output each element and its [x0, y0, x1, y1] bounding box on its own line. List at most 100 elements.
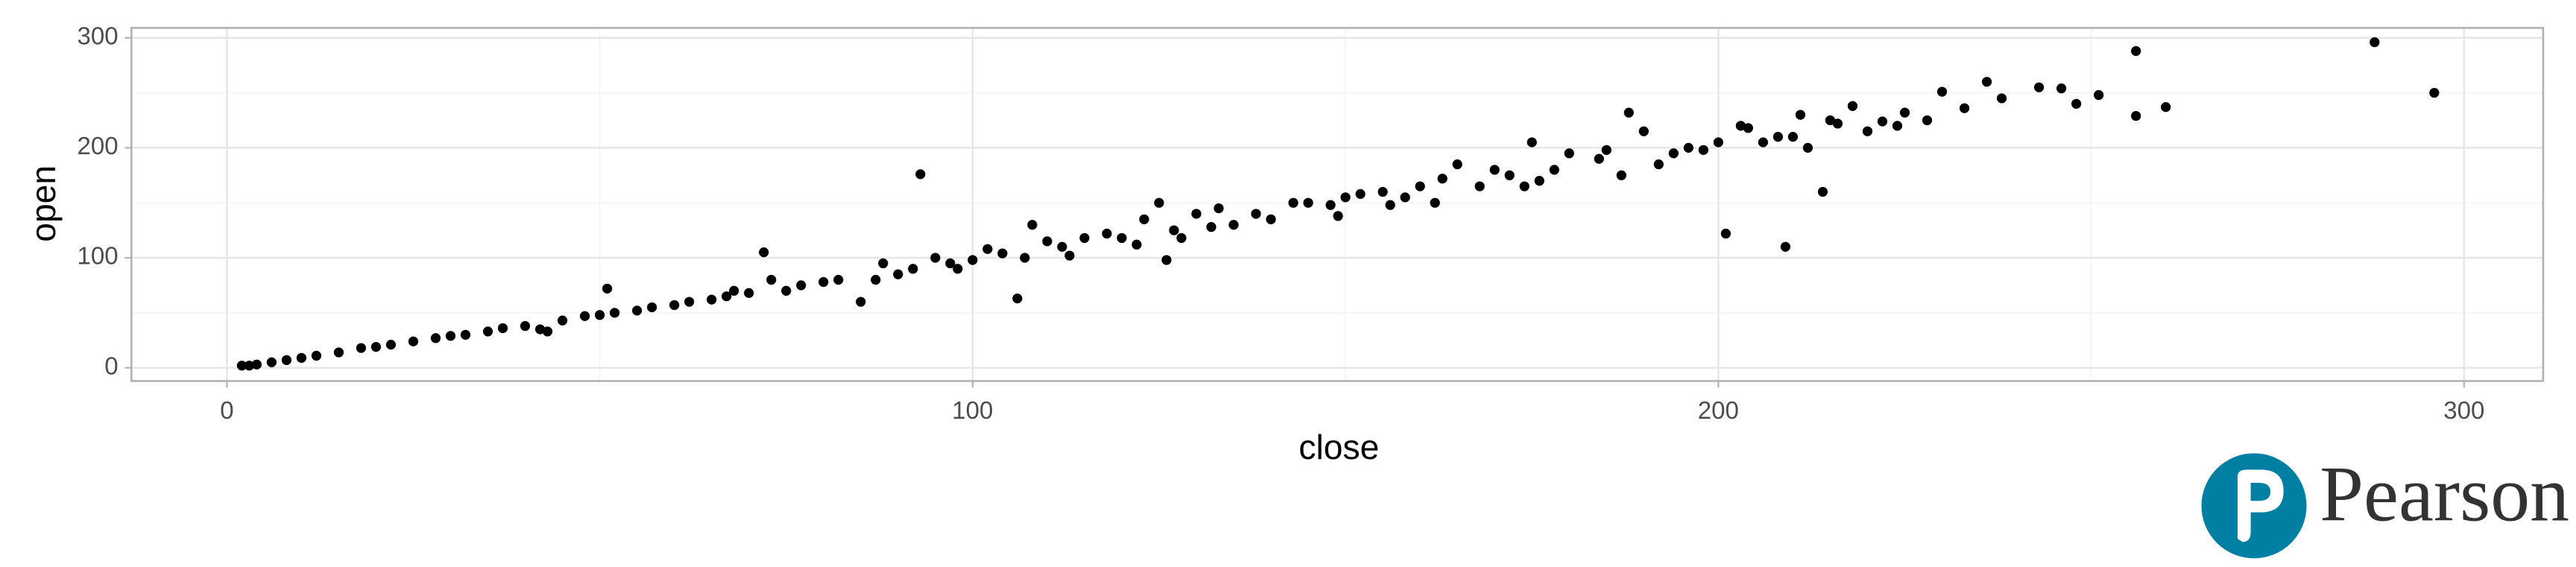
point — [482, 326, 493, 337]
point — [1534, 176, 1544, 186]
point — [408, 336, 419, 346]
point — [781, 285, 792, 296]
point — [1825, 115, 1836, 126]
point — [236, 361, 247, 371]
point — [997, 248, 1008, 259]
point — [1027, 220, 1038, 230]
point — [1400, 192, 1410, 203]
point — [1594, 153, 1604, 164]
point — [244, 361, 255, 371]
point — [497, 323, 508, 334]
point — [930, 253, 941, 263]
point — [296, 352, 307, 363]
plot-panel — [131, 28, 2543, 381]
point — [1817, 186, 1828, 197]
point — [1340, 192, 1351, 203]
point — [722, 291, 732, 302]
point — [982, 244, 993, 254]
point — [1653, 159, 1664, 170]
point — [1862, 126, 1873, 136]
point — [1251, 209, 1261, 219]
point — [542, 326, 553, 337]
point — [1601, 145, 1611, 155]
point — [1452, 159, 1462, 170]
point — [2161, 102, 2171, 113]
point — [1899, 107, 1910, 118]
point — [251, 359, 262, 370]
point — [1959, 103, 1970, 113]
y-tick-label: 200 — [78, 133, 119, 160]
point — [2370, 37, 2380, 48]
point — [520, 320, 531, 332]
point — [1385, 200, 1395, 210]
point — [1131, 239, 1142, 250]
point — [1549, 165, 1559, 175]
point — [1355, 189, 1366, 199]
point — [871, 274, 881, 285]
point — [1377, 186, 1388, 197]
point — [1415, 181, 1425, 191]
point — [908, 264, 918, 274]
point — [1795, 110, 1806, 120]
point — [333, 347, 344, 358]
point — [1430, 197, 1440, 208]
point — [1802, 142, 1813, 153]
point — [2056, 83, 2067, 94]
point — [1303, 197, 1313, 208]
point — [1996, 93, 2007, 104]
point — [1623, 107, 1634, 118]
point — [1683, 142, 1693, 153]
point — [1922, 115, 1933, 126]
point — [1191, 209, 1202, 219]
point — [1519, 181, 1530, 191]
point — [610, 308, 620, 318]
point — [1206, 222, 1216, 232]
point — [1474, 181, 1485, 191]
y-tick-label: 300 — [78, 22, 119, 50]
point — [1266, 214, 1276, 224]
point — [1936, 86, 1948, 97]
point — [311, 350, 322, 361]
point — [1213, 203, 1224, 214]
point — [1780, 241, 1791, 252]
y-tick-label: 0 — [104, 352, 118, 380]
point — [2094, 89, 2104, 101]
point — [2071, 98, 2082, 109]
point — [1333, 211, 1343, 221]
point — [1735, 121, 1746, 131]
x-tick-label: 200 — [1698, 397, 1739, 425]
point — [1102, 228, 1112, 239]
point — [796, 280, 806, 291]
point — [460, 329, 471, 340]
point — [833, 274, 844, 285]
point — [1698, 145, 1708, 155]
point — [1020, 253, 1030, 263]
point — [1288, 197, 1298, 208]
point — [2033, 82, 2045, 92]
x-tick-label: 0 — [220, 397, 233, 425]
point — [647, 302, 657, 313]
x-tick-label: 300 — [2443, 397, 2484, 425]
point — [430, 333, 441, 343]
point — [1527, 137, 1537, 148]
point — [1877, 116, 1888, 127]
point — [445, 331, 456, 341]
point — [356, 343, 367, 353]
point — [1504, 170, 1515, 180]
point — [1042, 236, 1052, 247]
point — [967, 255, 978, 265]
point — [1325, 200, 1336, 210]
point — [1154, 197, 1164, 208]
point — [953, 264, 963, 274]
point — [2131, 110, 2141, 121]
point — [766, 274, 777, 285]
point — [1228, 220, 1239, 230]
pearson-logo: Pearson — [2201, 451, 2569, 559]
point — [534, 324, 546, 335]
point — [684, 297, 695, 307]
logo-text: Pearson — [2320, 451, 2569, 538]
point — [1713, 137, 1723, 148]
point — [1758, 137, 1769, 148]
point — [707, 294, 717, 305]
